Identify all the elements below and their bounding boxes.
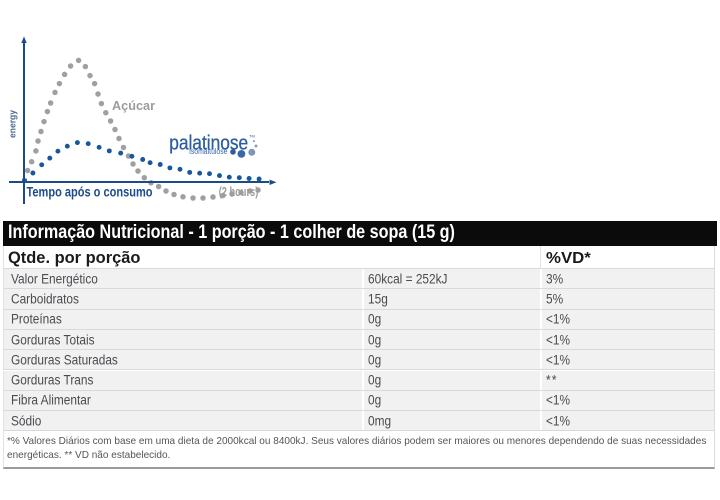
svg-text:palatinose: palatinose — [169, 133, 248, 155]
svg-text:energy: energy — [8, 110, 18, 138]
svg-text:(2 hours): (2 hours) — [219, 185, 259, 199]
svg-text:TM: TM — [249, 133, 255, 138]
svg-text:isomaltulose: isomaltulose — [189, 147, 228, 156]
svg-text:Açúcar: Açúcar — [112, 98, 155, 113]
svg-text:Tempo após o consumo: Tempo após o consumo — [27, 183, 153, 199]
